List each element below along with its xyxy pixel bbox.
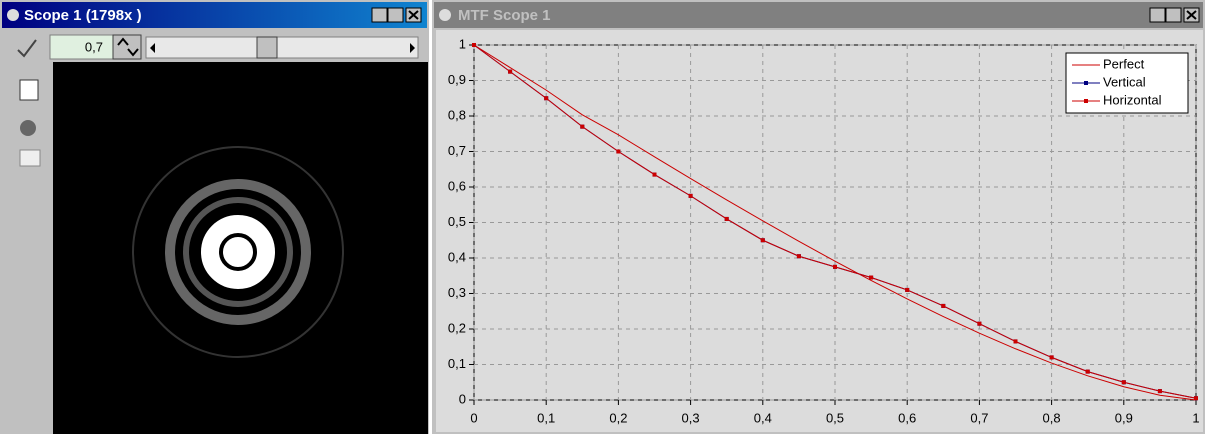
maximize-button[interactable]: [1166, 8, 1181, 22]
y-tick-label: 0,8: [448, 107, 466, 122]
minimize-button[interactable]: [372, 8, 387, 22]
y-tick-label: 0,9: [448, 72, 466, 87]
copy-icon[interactable]: [20, 80, 38, 100]
x-tick-label: 0,8: [1043, 410, 1061, 425]
y-tick-label: 0,1: [448, 356, 466, 371]
marker: [1014, 339, 1018, 343]
marker: [472, 43, 476, 47]
y-tick-label: 0,4: [448, 249, 466, 264]
spinner[interactable]: [113, 35, 141, 59]
table-icon[interactable]: [20, 150, 40, 166]
marker: [833, 265, 837, 269]
x-tick-label: 0,7: [970, 410, 988, 425]
x-tick-label: 0,9: [1115, 410, 1133, 425]
legend-label: Horizontal: [1103, 92, 1162, 107]
y-tick-label: 0: [459, 391, 466, 406]
screen: Scope 1 (1798x ) 0,7 MTF Scope 1 0 0,1 0,2…: [0, 0, 1205, 434]
app-icon: [7, 9, 19, 21]
x-tick-label: 0,4: [754, 410, 772, 425]
window-buttons[interactable]: [372, 8, 421, 22]
scroll-thumb[interactable]: [257, 37, 277, 58]
legend-marker: [1084, 99, 1088, 103]
minimize-button[interactable]: [1150, 8, 1165, 22]
y-tick-label: 0,5: [448, 214, 466, 229]
x-tick-label: 0,2: [609, 410, 627, 425]
legend-label: Vertical: [1103, 74, 1146, 89]
window-buttons[interactable]: [1150, 8, 1199, 22]
x-tick-label: 0,1: [537, 410, 555, 425]
legend-label: Perfect: [1103, 56, 1145, 71]
desktop: Scope 1 (1798x ) 0,7 MTF Scope 1 0 0,1 0,2…: [0, 0, 1205, 434]
marker: [616, 150, 620, 154]
marker: [869, 276, 873, 280]
y-tick-label: 0,6: [448, 178, 466, 193]
window-title: Scope 1 (1798x ): [24, 7, 142, 24]
marker: [977, 322, 981, 326]
marker: [1050, 355, 1054, 359]
maximize-button[interactable]: [388, 8, 403, 22]
marker: [689, 194, 693, 198]
y-tick-label: 0,7: [448, 143, 466, 158]
marker: [761, 238, 765, 242]
y-tick-label: 1: [459, 36, 466, 51]
marker: [544, 96, 548, 100]
marker: [1194, 396, 1198, 400]
window-title: MTF Scope 1: [458, 7, 551, 24]
x-tick-label: 0,6: [898, 410, 916, 425]
marker: [653, 173, 657, 177]
x-tick-label: 0: [470, 410, 477, 425]
zoom-field[interactable]: [50, 35, 116, 59]
marker: [905, 288, 909, 292]
marker: [1122, 380, 1126, 384]
marker: [580, 125, 584, 129]
y-tick-label: 0,3: [448, 285, 466, 300]
marker: [508, 70, 512, 74]
x-tick-label: 0,5: [826, 410, 844, 425]
globe-icon[interactable]: [20, 120, 36, 136]
marker: [725, 217, 729, 221]
marker: [941, 304, 945, 308]
marker: [797, 254, 801, 258]
x-tick-label: 1: [1192, 410, 1199, 425]
marker: [1158, 389, 1162, 393]
legend-marker: [1084, 81, 1088, 85]
zoom-value: 0,7: [85, 39, 103, 54]
x-tick-label: 0,3: [682, 410, 700, 425]
app-icon: [439, 9, 451, 21]
marker: [1086, 370, 1090, 374]
zoom-scrollbar[interactable]: [146, 37, 418, 58]
y-tick-label: 0,2: [448, 320, 466, 335]
